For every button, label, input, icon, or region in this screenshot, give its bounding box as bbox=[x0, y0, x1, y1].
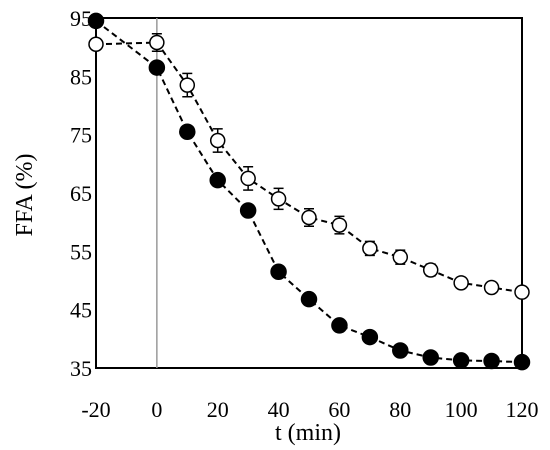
series-layer bbox=[87, 12, 531, 371]
x-tick-label: 40 bbox=[268, 397, 290, 422]
y-tick-label: 75 bbox=[70, 123, 92, 148]
data-point bbox=[239, 202, 257, 219]
data-point bbox=[179, 77, 196, 93]
data-point bbox=[331, 317, 348, 334]
data-point bbox=[270, 263, 287, 280]
y-tick-label: 35 bbox=[70, 356, 92, 381]
data-point bbox=[422, 262, 439, 278]
x-tick-label: 0 bbox=[151, 397, 162, 422]
x-tick-label: 60 bbox=[328, 397, 350, 422]
series-1 bbox=[88, 33, 530, 300]
y-tick-label: 55 bbox=[70, 239, 92, 264]
data-point bbox=[452, 352, 470, 369]
data-point bbox=[513, 353, 531, 371]
x-axis-title: t (min) bbox=[275, 420, 341, 446]
series-line bbox=[95, 41, 523, 294]
data-point bbox=[301, 209, 317, 226]
data-point bbox=[422, 349, 439, 366]
x-tick-label: 120 bbox=[506, 397, 539, 422]
data-point bbox=[87, 12, 105, 30]
data-point bbox=[362, 240, 378, 257]
data-point bbox=[149, 34, 165, 51]
x-tick-label: 20 bbox=[207, 397, 229, 422]
y-tick-label: 65 bbox=[70, 181, 92, 206]
data-point bbox=[270, 191, 287, 207]
data-point bbox=[361, 328, 379, 346]
x-tick-label: 100 bbox=[445, 397, 478, 422]
y-tick-label: 45 bbox=[70, 298, 92, 323]
data-point bbox=[453, 275, 469, 291]
x-tick-label: 80 bbox=[389, 397, 411, 422]
y-tick-label: 85 bbox=[70, 64, 92, 89]
x-tick-label: -20 bbox=[81, 397, 110, 422]
series-2 bbox=[87, 12, 531, 371]
data-point bbox=[483, 352, 500, 370]
data-point bbox=[209, 132, 226, 149]
data-point bbox=[209, 171, 226, 189]
tick-labels: 35 45 55 65 75 85 95 -20 0 20 40 60 80 100 120 bbox=[70, 6, 539, 422]
data-point bbox=[483, 279, 500, 296]
data-point bbox=[179, 123, 196, 140]
y-tick-label: 95 bbox=[70, 6, 92, 31]
data-point bbox=[300, 290, 318, 308]
plot-frame bbox=[95, 17, 523, 369]
data-point bbox=[514, 284, 530, 300]
data-point bbox=[331, 217, 348, 233]
data-point bbox=[240, 170, 256, 187]
data-point bbox=[392, 342, 409, 359]
data-point bbox=[88, 36, 104, 52]
data-point bbox=[148, 59, 166, 76]
y-axis-title: FFA (%) bbox=[12, 154, 38, 237]
axes bbox=[95, 17, 523, 369]
data-point bbox=[392, 249, 409, 265]
